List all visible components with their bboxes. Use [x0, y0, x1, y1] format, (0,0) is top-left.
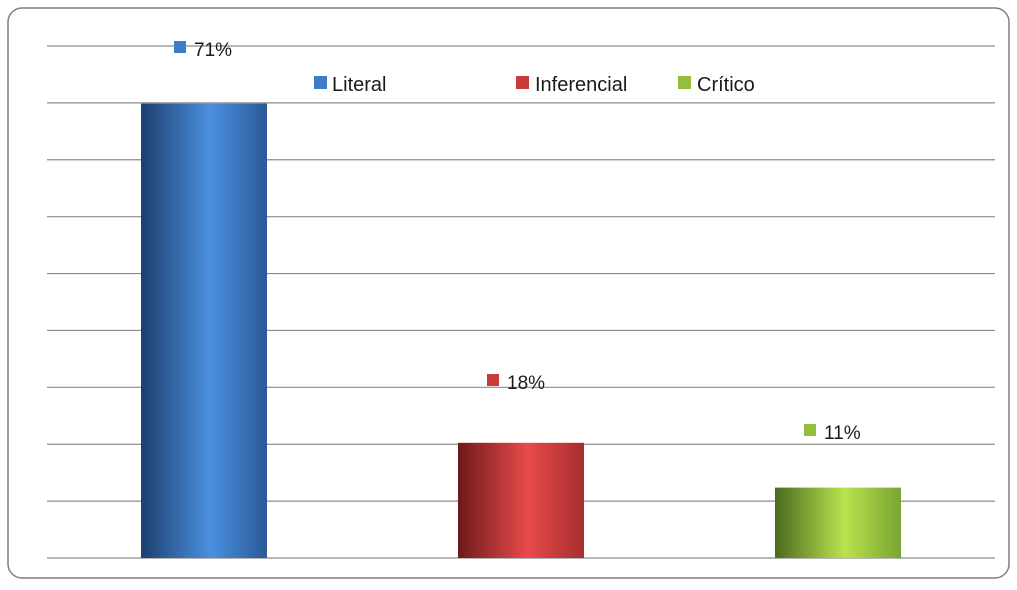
data-label: 11%	[824, 423, 861, 444]
legend-marker	[678, 76, 691, 89]
legend-entry: Literal	[332, 74, 386, 96]
data-labels: 71% 18% 11%	[174, 40, 861, 444]
data-label-marker	[487, 374, 499, 386]
bars	[141, 103, 901, 558]
legend: Literal Inferencial Crítico	[314, 74, 755, 96]
data-label: 71%	[194, 40, 232, 61]
data-label-marker	[804, 424, 816, 436]
data-label-marker	[174, 41, 186, 53]
bar-critico	[775, 487, 901, 558]
legend-entry: Crítico	[697, 74, 755, 96]
legend-marker	[314, 76, 327, 89]
bar-inferencial	[458, 442, 584, 558]
data-label: 18%	[507, 373, 545, 394]
legend-marker	[516, 76, 529, 89]
bar-literal	[141, 103, 267, 558]
legend-entry: Inferencial	[535, 74, 627, 96]
